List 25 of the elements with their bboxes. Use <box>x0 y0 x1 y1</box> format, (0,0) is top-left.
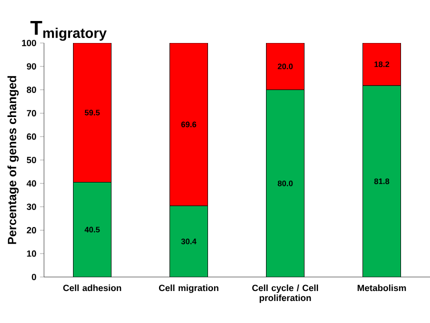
chart-title: $\text{T}_{\text{migratory}}$ <box>30 21 107 41</box>
x-tick-label: Cell migration <box>158 284 218 293</box>
y-axis-title: Percentage of genes changed <box>7 76 19 244</box>
y-tick-label: 20 <box>26 227 36 234</box>
y-tick-label: 30 <box>26 204 36 210</box>
y-tick-label: 10 <box>27 250 36 257</box>
y-tick-label: 60 <box>26 133 36 140</box>
x-tick-label: Cell adhesion <box>63 284 122 292</box>
x-tick-label: Cell cycle / Cell proliferation <box>252 284 318 303</box>
bar <box>73 182 112 277</box>
y-tick-label: 40 <box>26 180 36 187</box>
y-tick-label: 70 <box>26 110 36 116</box>
bar <box>73 42 112 182</box>
y-tick-label: 50 <box>26 156 36 164</box>
bar <box>266 90 304 277</box>
bar <box>266 42 304 90</box>
bar <box>170 42 208 206</box>
y-tick-label: 80 <box>26 86 36 93</box>
x-tick-label: Metabolism <box>358 284 406 292</box>
bar <box>362 85 402 277</box>
bar <box>362 42 402 86</box>
y-tick-label: 0 <box>32 274 36 280</box>
y-tick-label: 90 <box>26 63 36 70</box>
bar <box>170 206 208 277</box>
y-tick-label: 100 <box>22 40 36 46</box>
